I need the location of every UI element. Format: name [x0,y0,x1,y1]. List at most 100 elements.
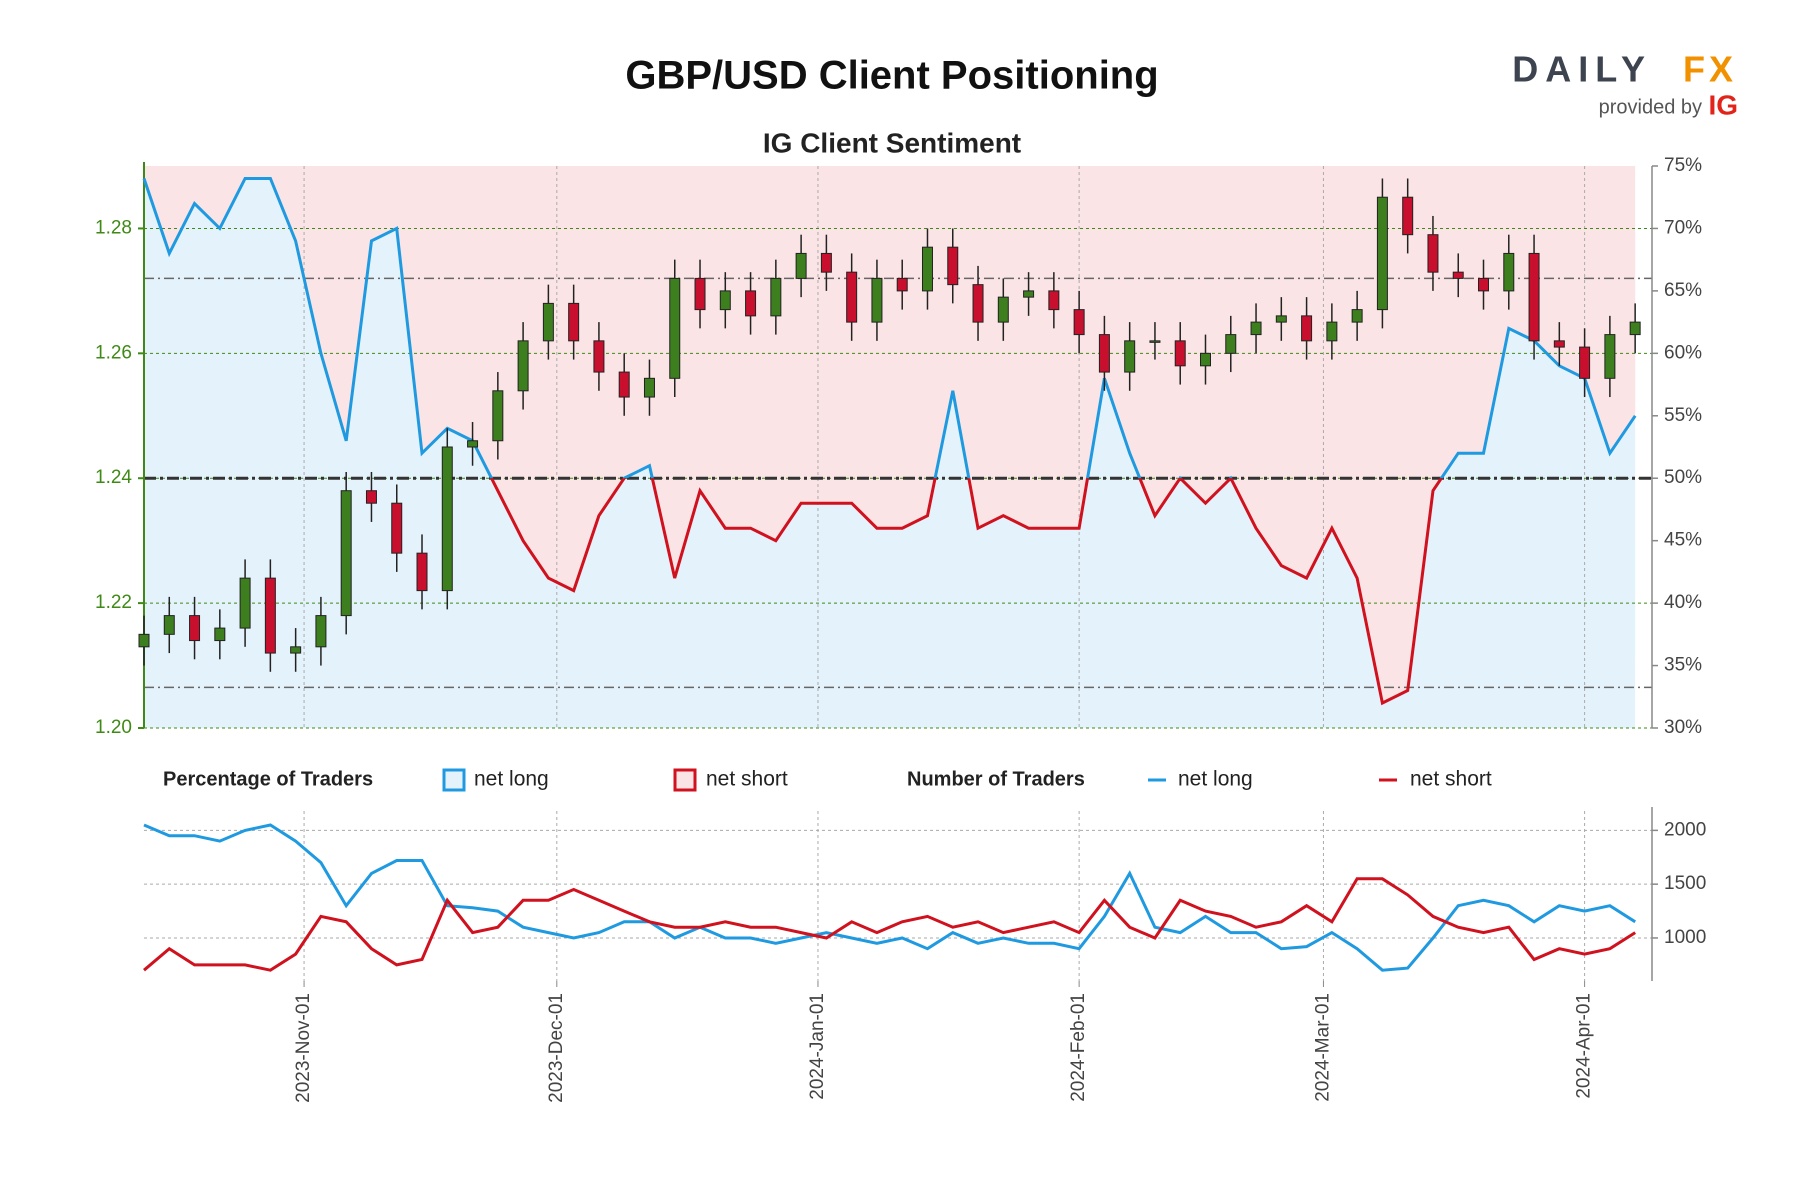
candle-body [239,577,251,629]
candle-body [1275,315,1287,323]
y2-tick-label: 55% [1664,405,1702,426]
y2-tick-label: 70% [1664,217,1702,238]
candle-body [770,277,782,317]
candle-body [1149,340,1161,343]
sentiment-line-long [142,177,1637,479]
legend-label: net long [474,768,549,791]
y2-tick-label: 45% [1664,530,1702,551]
candle-body [163,615,175,635]
candle-body [568,302,580,342]
candle-body [1629,321,1641,336]
candle-body [416,552,428,592]
candle-body [492,390,504,442]
legend-title: Percentage of Traders [163,768,373,790]
candle-body [1326,321,1338,342]
y2-tick-label: 40% [1664,592,1702,613]
legend-swatch [442,768,466,792]
sentiment-line-short [489,478,1444,706]
candle-body [1301,315,1313,342]
candle-body [1023,290,1035,298]
candle-body [593,340,605,373]
candle-body [846,271,858,323]
legend-swatch [673,768,697,792]
candle-body [1073,309,1085,336]
y-tick-label: 1.24 [95,467,132,488]
y-tick-label: 1.20 [95,717,132,738]
y2-tick-label: 30% [1664,717,1702,738]
candle-body [1250,321,1262,336]
x-tick-label: 2024-Jan-01 [807,993,828,1100]
candle-body [517,340,529,392]
candle-body [189,615,201,642]
candle-body [643,377,655,398]
candle-body [1351,309,1363,323]
candle-body [1553,340,1565,348]
y-tick-label: 1000 [1664,927,1706,948]
candle-body [871,277,883,323]
candle-body [972,284,984,323]
x-tick-label: 2023-Dec-01 [546,993,567,1103]
candle-body [921,246,933,292]
candle-body [1098,334,1110,373]
logo-tagline: provided by [1599,96,1702,118]
candle-body [618,371,630,398]
logo: DAILY FX provided by IG [1512,49,1738,121]
candle-body [391,502,403,554]
candle-body [997,296,1009,323]
y2-tick-label: 35% [1664,655,1702,676]
candle-body [745,290,757,317]
y-tick-label: 2000 [1664,819,1706,840]
y2-tick-label: 65% [1664,280,1702,301]
candle-body [1048,290,1060,311]
y2-tick-label: 60% [1664,342,1702,363]
y-tick-label: 1.28 [95,217,132,238]
x-tick-label: 2024-Mar-01 [1312,993,1333,1102]
candle-body [1528,252,1540,342]
traders-line [143,823,1637,972]
candle-body [795,252,807,279]
candle-body [315,615,327,648]
candle-body [1199,352,1211,367]
candle-body [340,490,352,617]
candle-body [669,277,681,379]
candle-body [467,440,479,448]
candle-body [1478,277,1490,292]
candle-body [1604,334,1616,379]
candle-body [947,246,959,286]
main-layer: 1.20 1.22 1.24 1.26 1.28 30% 35% 40% 45% 50% 55% 60… [95,155,1706,1103]
candle-body [1174,340,1186,367]
traders-line [143,877,1637,972]
candle-body [1225,334,1237,354]
legend-title: Number of Traders [907,768,1085,790]
y2-tick-label: 50% [1664,467,1702,488]
candle-body [365,490,377,504]
candle-body [1452,271,1464,279]
logo-partner: IG [1708,89,1738,120]
candle-body [694,277,706,311]
candle-body [138,633,150,648]
y2-tick-label: 75% [1664,155,1702,176]
candle-body [1124,340,1136,373]
candle-body [1376,196,1388,311]
candle-body [441,446,453,592]
sentiment-area-short [144,166,1636,703]
candle-body [214,627,226,642]
legend-label: net long [1178,768,1253,791]
y-tick-label: 1500 [1664,873,1706,894]
legend-label: net short [706,768,788,791]
candle-body [896,277,908,292]
sentiment-area-long [144,178,1636,728]
logo-accent: FX [1683,49,1737,90]
candle-body [290,646,302,654]
candle-body [264,577,276,654]
candle-body [542,302,554,342]
candle-body [820,252,832,273]
legend: Percentage of Traders net long net short… [163,768,1492,792]
candle-body [1427,234,1439,273]
candle-body [1579,346,1591,379]
chart-subtitle: IG Client Sentiment [763,127,1021,158]
candle-body [719,290,731,311]
candle-body [1503,252,1515,292]
logo-brand: DAILY [1512,49,1652,90]
